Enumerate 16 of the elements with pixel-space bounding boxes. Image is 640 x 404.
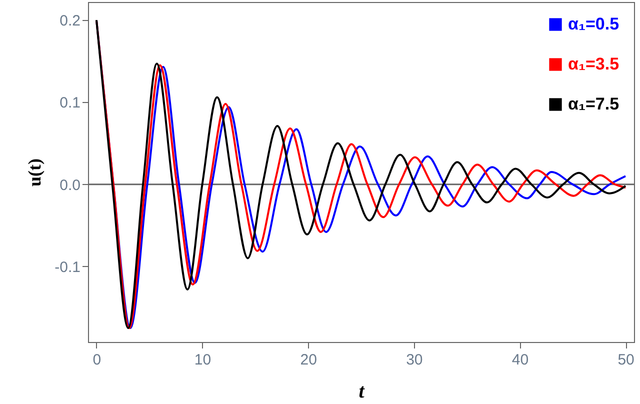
- y-tick-label: 0.2: [60, 12, 80, 30]
- line-series: [95, 19, 627, 330]
- y-tick-label: 0.1: [60, 94, 80, 112]
- x-axis-title: t: [358, 380, 366, 402]
- x-tick-label: 50: [618, 352, 634, 368]
- x-tick-label: 10: [194, 352, 212, 368]
- legend-label: α₁=3.5: [568, 54, 620, 74]
- x-tick-label: 30: [406, 352, 423, 368]
- x-tick-label: 40: [512, 352, 529, 368]
- x-tick-label: 20: [300, 352, 317, 368]
- y-tick-label: 0.0: [60, 176, 80, 194]
- y-tick-label: -0.1: [54, 258, 80, 276]
- legend-label: α₁=7.5: [568, 94, 620, 114]
- legend-label: α₁=0.5: [568, 14, 620, 34]
- x-tick-label: 0: [92, 352, 102, 368]
- y-axis-title: u(t): [24, 158, 45, 186]
